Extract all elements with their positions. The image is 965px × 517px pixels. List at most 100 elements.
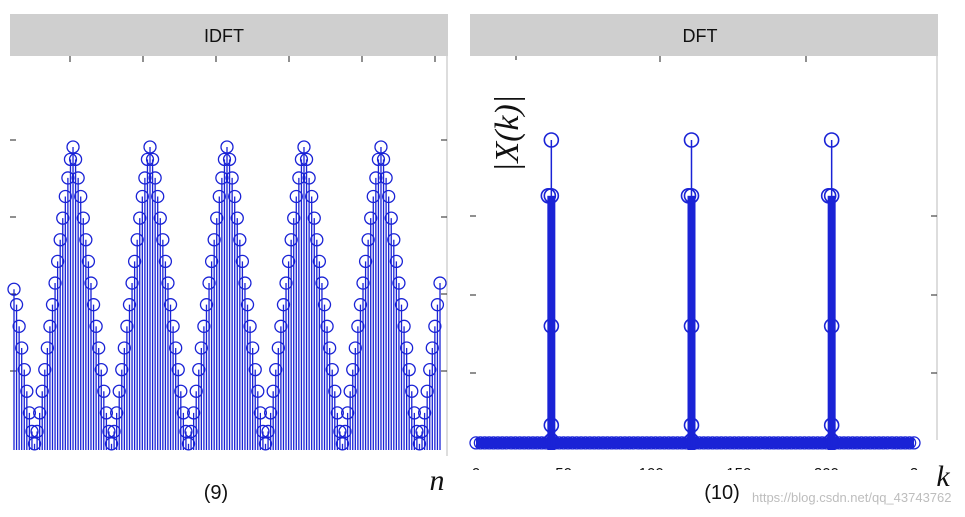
idft-marker-81	[215, 171, 229, 185]
idft-marker-166	[433, 276, 447, 290]
idft-marker-137	[358, 254, 373, 269]
idft-marker-101	[266, 384, 280, 398]
idft-marker-77	[204, 254, 219, 269]
idft-marker-7	[25, 424, 39, 439]
idft-marker-144	[376, 152, 391, 167]
idft-marker-52	[140, 152, 155, 167]
idft-marker-161	[420, 384, 434, 398]
idft-marker-107	[281, 254, 296, 269]
idft-marker-5	[20, 384, 34, 398]
idft-marker-102	[269, 362, 283, 377]
idft-marker-73	[194, 341, 208, 355]
idft-marker-74	[197, 319, 211, 333]
idft-marker-14	[43, 319, 57, 333]
idft-marker-22	[63, 152, 78, 167]
idft-marker-148	[387, 233, 401, 247]
idft-stem-series	[7, 140, 447, 451]
idft-marker-48	[130, 233, 144, 247]
idft-marker-32	[89, 319, 103, 333]
idft-marker-42	[115, 362, 129, 377]
idft-marker-26	[74, 189, 88, 204]
idft-marker-100	[263, 406, 278, 420]
idft-marker-130	[340, 406, 355, 420]
idft-marker-40	[110, 406, 124, 420]
idft-marker-56	[151, 189, 165, 204]
idft-marker-84	[222, 152, 237, 167]
idft-caption: (9)	[204, 482, 228, 504]
dft-peak-2-marker-4	[823, 432, 840, 449]
idft-marker-91	[240, 298, 255, 312]
idft-marker-31	[86, 298, 101, 312]
dft-peak-2-marker-3	[823, 417, 840, 434]
idft-marker-2	[12, 319, 26, 333]
idft-marker-60	[161, 276, 175, 290]
idft-marker-162	[423, 362, 437, 377]
idft-marker-104	[274, 319, 288, 333]
idft-marker-70	[186, 406, 201, 420]
idft-marker-16	[48, 276, 62, 290]
dft-caption: (10)	[704, 482, 740, 504]
idft-marker-124	[325, 362, 339, 377]
idft-marker-98	[258, 437, 273, 451]
idft-marker-154	[402, 362, 416, 377]
idft-marker-29	[81, 254, 96, 269]
idft-marker-54	[145, 152, 160, 167]
idft-marker-114	[299, 152, 314, 167]
idft-marker-75	[199, 298, 214, 312]
idft-marker-58	[156, 233, 170, 247]
idft-marker-25	[71, 171, 85, 185]
idft-marker-127	[333, 424, 347, 439]
idft-marker-3	[15, 341, 29, 355]
idft-marker-69	[184, 424, 198, 439]
idft-marker-59	[158, 254, 173, 269]
idft-marker-23	[66, 140, 80, 154]
idft-marker-76	[202, 276, 216, 290]
idft-marker-36	[99, 406, 114, 420]
dft-plot-area	[470, 56, 938, 456]
idft-marker-20	[58, 189, 72, 204]
idft-marker-55	[148, 171, 162, 185]
idft-marker-30	[84, 276, 98, 290]
idft-panel: IDFT (9) n	[7, 14, 448, 504]
idft-marker-79	[210, 211, 224, 225]
dft-peak-1-marker-2	[683, 318, 700, 334]
idft-marker-80	[212, 189, 226, 204]
idft-marker-33	[92, 341, 106, 355]
idft-marker-24	[68, 152, 83, 167]
idft-marker-118	[310, 233, 324, 247]
idft-marker-141	[369, 171, 383, 185]
idft-marker-0	[7, 282, 21, 296]
idft-marker-89	[235, 254, 250, 269]
idft-marker-153	[399, 341, 414, 355]
idft-marker-99	[261, 424, 275, 439]
idft-marker-145	[379, 171, 393, 185]
idft-marker-151	[394, 298, 409, 312]
idft-marker-116	[305, 189, 319, 204]
idft-marker-96	[253, 406, 268, 420]
idft-marker-163	[425, 341, 439, 355]
idft-marker-92	[243, 319, 257, 333]
idft-marker-18	[53, 233, 67, 247]
idft-marker-41	[112, 384, 126, 398]
idft-marker-64	[171, 362, 185, 377]
idft-marker-112	[294, 152, 309, 167]
dft-peak-1-marker-3	[683, 417, 700, 434]
idft-marker-27	[76, 211, 90, 225]
idft-marker-46	[125, 276, 139, 290]
dft-peak-1-marker-4	[683, 432, 700, 449]
dft-stem-series	[469, 132, 921, 450]
idft-marker-82	[217, 152, 232, 167]
dft-peak-2-marker-dup	[820, 188, 837, 204]
idft-marker-57	[153, 211, 167, 225]
idft-marker-6	[22, 406, 37, 420]
idft-header-bar	[10, 14, 448, 56]
idft-marker-120	[315, 276, 329, 290]
idft-marker-35	[97, 384, 111, 398]
idft-marker-139	[364, 211, 378, 225]
idft-marker-126	[330, 406, 344, 420]
idft-title: IDFT	[204, 26, 244, 46]
idft-marker-12	[38, 362, 52, 377]
idft-marker-132	[346, 362, 360, 377]
idft-marker-19	[56, 211, 70, 225]
idft-marker-140	[366, 189, 380, 204]
